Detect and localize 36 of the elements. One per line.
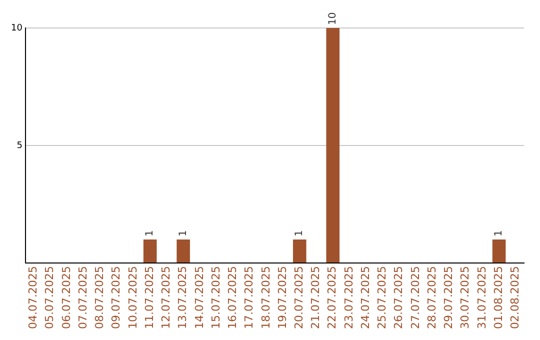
x-tick-label: 17.07.2025	[242, 266, 256, 330]
data-label: 1	[494, 230, 505, 237]
x-tick-label: 02.08.2025	[508, 266, 522, 330]
x-tick-label: 20.07.2025	[292, 266, 306, 330]
x-tick-label: 31.07.2025	[475, 266, 488, 330]
x-tick-label: 22.07.2025	[326, 266, 339, 330]
x-tick-label: 25.07.2025	[376, 266, 389, 330]
x-tick-label: 14.07.2025	[192, 266, 206, 330]
x-tick-label: 27.07.2025	[408, 266, 422, 330]
x-tick-label: 30.07.2025	[458, 266, 472, 330]
x-tick-label: 26.07.2025	[392, 266, 406, 330]
x-tick-label: 23.07.2025	[342, 266, 356, 330]
x-tick-label: 06.07.2025	[60, 266, 73, 330]
x-tick-label: 16.07.2025	[226, 266, 240, 330]
x-tick-label: 24.07.2025	[358, 266, 372, 330]
data-label: 1	[294, 230, 306, 237]
x-tick-label: 21.07.2025	[309, 266, 322, 330]
x-tick-label: 12.07.2025	[160, 266, 173, 330]
x-tick-label: 19.07.2025	[276, 266, 289, 330]
x-tick-label: 29.07.2025	[442, 266, 456, 330]
x-tick-label: 11.07.2025	[142, 266, 156, 330]
data-label: 1	[144, 230, 156, 237]
x-tick-label: 01.08.2025	[492, 266, 505, 330]
y-tick-label: 5	[16, 140, 22, 151]
x-tick-label: 04.07.2025	[26, 266, 40, 330]
data-label: 1	[178, 230, 189, 237]
x-tick-label: 28.07.2025	[425, 266, 438, 330]
x-tick-label: 09.07.2025	[110, 266, 123, 330]
x-tick-label: 13.07.2025	[176, 266, 190, 330]
x-tick-label: 07.07.2025	[76, 266, 90, 330]
x-tick-label: 18.07.2025	[259, 266, 272, 330]
x-tick-label: 15.07.2025	[209, 266, 222, 330]
data-label: 10	[327, 12, 338, 25]
x-tick-label: 08.07.2025	[93, 266, 106, 330]
x-tick-label: 05.07.2025	[43, 266, 56, 330]
x-tick-label: 10.07.2025	[126, 266, 140, 330]
